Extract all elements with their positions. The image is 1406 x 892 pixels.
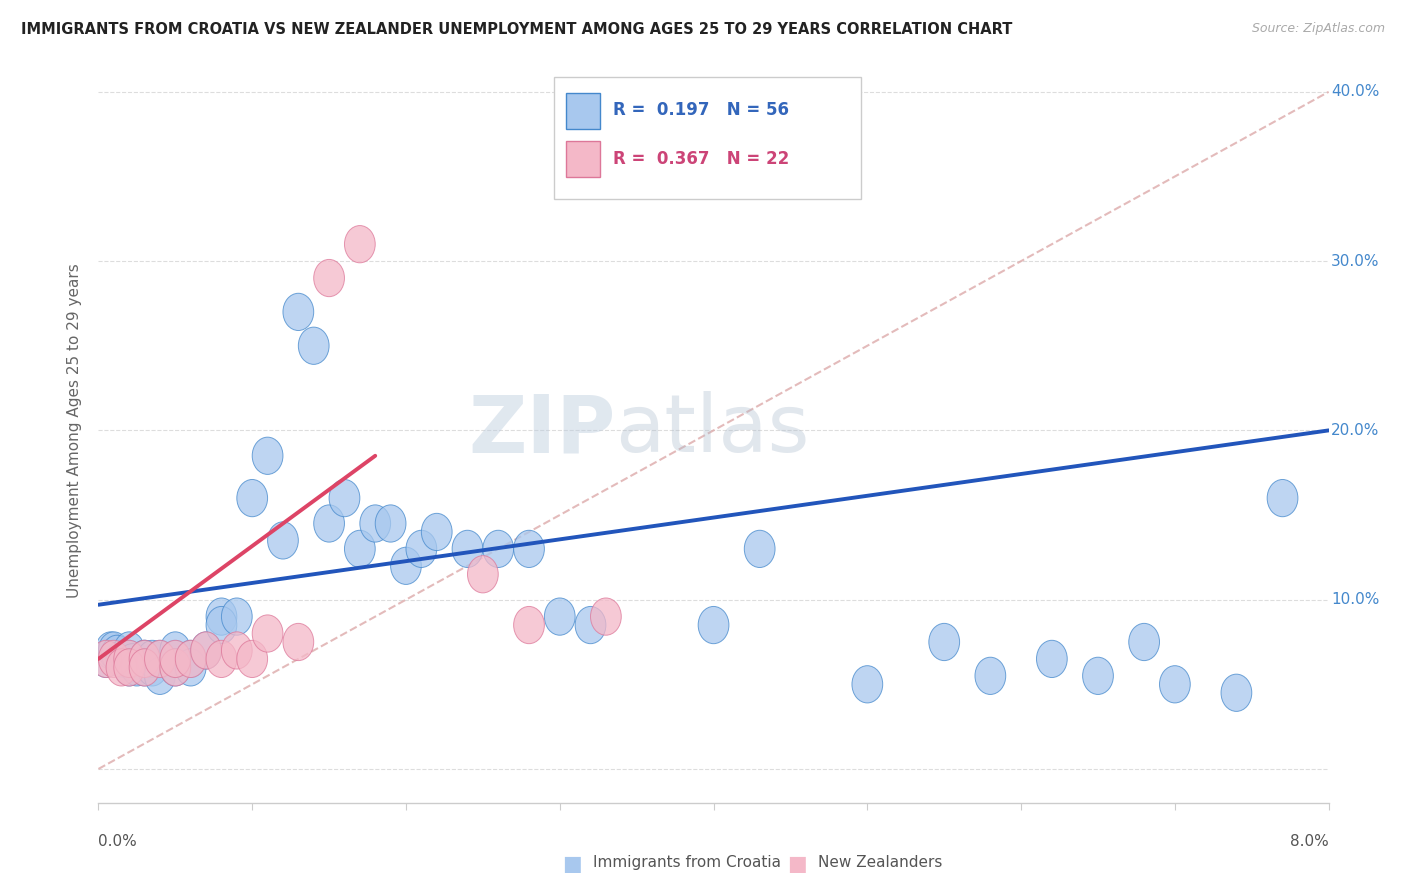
Ellipse shape bbox=[145, 640, 176, 678]
Ellipse shape bbox=[160, 632, 191, 669]
Ellipse shape bbox=[344, 530, 375, 567]
Ellipse shape bbox=[101, 635, 132, 673]
Text: New Zealanders: New Zealanders bbox=[818, 855, 942, 870]
Ellipse shape bbox=[176, 640, 207, 678]
Ellipse shape bbox=[1220, 674, 1251, 712]
Y-axis label: Unemployment Among Ages 25 to 29 years: Unemployment Among Ages 25 to 29 years bbox=[67, 263, 83, 598]
Text: Immigrants from Croatia: Immigrants from Croatia bbox=[593, 855, 782, 870]
Ellipse shape bbox=[314, 260, 344, 297]
Ellipse shape bbox=[298, 327, 329, 364]
Ellipse shape bbox=[160, 648, 191, 686]
Ellipse shape bbox=[207, 598, 236, 635]
Ellipse shape bbox=[375, 505, 406, 542]
Ellipse shape bbox=[544, 598, 575, 635]
Ellipse shape bbox=[467, 556, 498, 593]
Ellipse shape bbox=[191, 632, 222, 669]
Ellipse shape bbox=[252, 437, 283, 475]
Ellipse shape bbox=[575, 607, 606, 644]
Ellipse shape bbox=[236, 640, 267, 678]
Ellipse shape bbox=[1267, 480, 1298, 516]
Text: Source: ZipAtlas.com: Source: ZipAtlas.com bbox=[1251, 22, 1385, 36]
Text: ZIP: ZIP bbox=[468, 392, 616, 469]
Ellipse shape bbox=[422, 513, 453, 550]
Ellipse shape bbox=[221, 632, 252, 669]
Ellipse shape bbox=[591, 598, 621, 635]
Text: R =  0.197   N = 56: R = 0.197 N = 56 bbox=[613, 101, 789, 120]
Ellipse shape bbox=[111, 640, 142, 678]
Ellipse shape bbox=[136, 648, 167, 686]
Text: 40.0%: 40.0% bbox=[1331, 85, 1379, 99]
Text: 20.0%: 20.0% bbox=[1331, 423, 1379, 438]
Ellipse shape bbox=[91, 640, 121, 678]
Ellipse shape bbox=[98, 640, 129, 678]
Ellipse shape bbox=[105, 640, 136, 678]
Ellipse shape bbox=[1083, 657, 1114, 695]
Ellipse shape bbox=[283, 293, 314, 331]
Ellipse shape bbox=[96, 632, 127, 669]
Ellipse shape bbox=[344, 226, 375, 263]
Ellipse shape bbox=[329, 480, 360, 516]
Ellipse shape bbox=[114, 640, 145, 678]
Ellipse shape bbox=[105, 648, 136, 686]
Ellipse shape bbox=[117, 644, 148, 681]
Ellipse shape bbox=[207, 640, 236, 678]
Text: 8.0%: 8.0% bbox=[1289, 834, 1329, 849]
Ellipse shape bbox=[1036, 640, 1067, 678]
Ellipse shape bbox=[513, 530, 544, 567]
Ellipse shape bbox=[114, 632, 145, 669]
Ellipse shape bbox=[453, 530, 482, 567]
Text: 0.0%: 0.0% bbox=[98, 834, 138, 849]
FancyBboxPatch shape bbox=[565, 142, 600, 178]
Text: 10.0%: 10.0% bbox=[1331, 592, 1379, 607]
Ellipse shape bbox=[176, 640, 207, 678]
Text: atlas: atlas bbox=[616, 392, 810, 469]
Ellipse shape bbox=[129, 640, 160, 678]
Text: ■: ■ bbox=[787, 854, 807, 873]
Ellipse shape bbox=[129, 648, 160, 686]
Ellipse shape bbox=[129, 640, 160, 678]
Ellipse shape bbox=[252, 615, 283, 652]
Ellipse shape bbox=[360, 505, 391, 542]
Ellipse shape bbox=[114, 640, 145, 678]
FancyBboxPatch shape bbox=[565, 93, 600, 128]
Ellipse shape bbox=[221, 598, 252, 635]
Ellipse shape bbox=[699, 607, 728, 644]
Ellipse shape bbox=[406, 530, 437, 567]
Ellipse shape bbox=[1160, 665, 1191, 703]
Ellipse shape bbox=[391, 547, 422, 584]
Text: R =  0.367   N = 22: R = 0.367 N = 22 bbox=[613, 150, 789, 168]
Ellipse shape bbox=[207, 607, 236, 644]
Ellipse shape bbox=[482, 530, 513, 567]
Ellipse shape bbox=[513, 607, 544, 644]
Ellipse shape bbox=[852, 665, 883, 703]
Text: IMMIGRANTS FROM CROATIA VS NEW ZEALANDER UNEMPLOYMENT AMONG AGES 25 TO 29 YEARS : IMMIGRANTS FROM CROATIA VS NEW ZEALANDER… bbox=[21, 22, 1012, 37]
Ellipse shape bbox=[160, 648, 191, 686]
Ellipse shape bbox=[929, 624, 960, 661]
Ellipse shape bbox=[98, 632, 129, 669]
Ellipse shape bbox=[236, 480, 267, 516]
Ellipse shape bbox=[160, 640, 191, 678]
Ellipse shape bbox=[744, 530, 775, 567]
FancyBboxPatch shape bbox=[554, 77, 860, 200]
Ellipse shape bbox=[176, 648, 207, 686]
Ellipse shape bbox=[267, 522, 298, 559]
Ellipse shape bbox=[1129, 624, 1160, 661]
Text: ■: ■ bbox=[562, 854, 582, 873]
Ellipse shape bbox=[114, 648, 145, 686]
Ellipse shape bbox=[136, 640, 167, 678]
Ellipse shape bbox=[114, 648, 145, 686]
Ellipse shape bbox=[191, 632, 222, 669]
Ellipse shape bbox=[283, 624, 314, 661]
Ellipse shape bbox=[129, 640, 160, 678]
Ellipse shape bbox=[121, 648, 152, 686]
Ellipse shape bbox=[160, 640, 191, 678]
Ellipse shape bbox=[145, 657, 176, 695]
Ellipse shape bbox=[974, 657, 1005, 695]
Ellipse shape bbox=[129, 648, 160, 686]
Text: 30.0%: 30.0% bbox=[1331, 253, 1379, 268]
Ellipse shape bbox=[145, 640, 176, 678]
Ellipse shape bbox=[314, 505, 344, 542]
Ellipse shape bbox=[91, 640, 121, 678]
